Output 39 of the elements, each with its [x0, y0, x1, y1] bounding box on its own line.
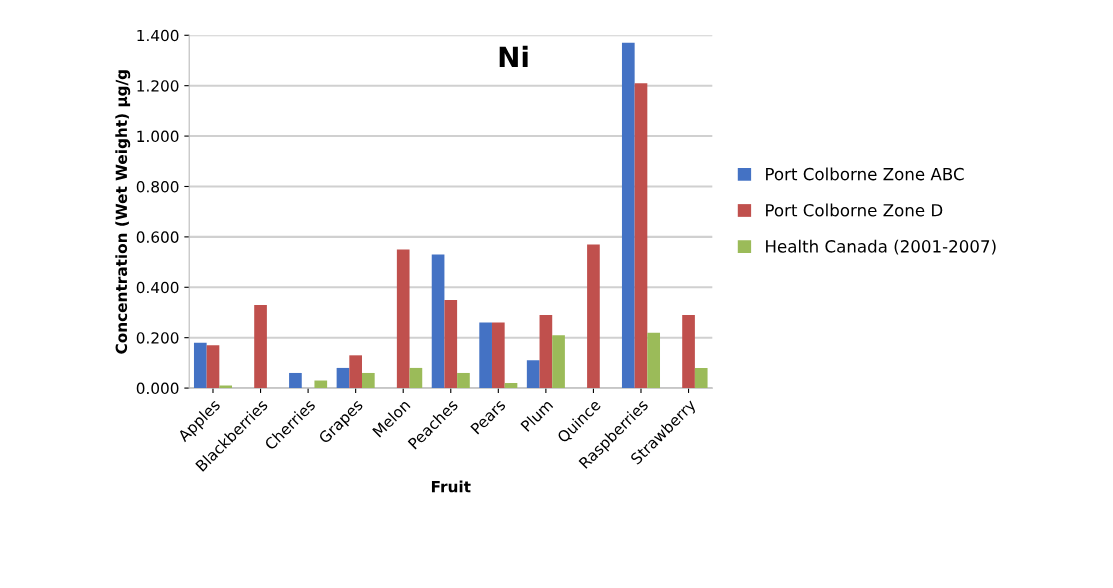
bar: [682, 315, 695, 389]
chart-title: Ni: [499, 45, 528, 67]
y-tick-label: 1.000: [137, 130, 179, 143]
bar: [289, 372, 302, 389]
bar: [254, 304, 267, 389]
bar: [634, 83, 648, 389]
y-axis-title: Concentration (Wet Weight) µg/g: [115, 70, 131, 354]
x-axis-title: Fruit: [431, 480, 471, 493]
y-tick-label: 1.400: [137, 29, 179, 42]
legend-label: Port Colborne Zone ABC: [766, 167, 964, 181]
y-tick-label: 0.800: [136, 180, 179, 193]
bar: [409, 367, 423, 389]
bar: [206, 345, 220, 389]
bar: [539, 315, 553, 389]
bar: [647, 332, 661, 389]
bar: [694, 367, 708, 389]
y-tick-label: 0.200: [136, 332, 179, 344]
y-tick-label: 0.600: [136, 231, 179, 243]
bar: [457, 372, 470, 389]
y-tick-label: 1.200: [137, 80, 179, 92]
bar: [444, 299, 458, 389]
bar: [587, 244, 600, 389]
bar: [621, 42, 635, 389]
bar: [491, 322, 505, 389]
y-tick-label: 0.400: [136, 281, 179, 294]
bar: [552, 335, 565, 389]
bar: [479, 322, 492, 389]
bar: [396, 249, 410, 389]
bar: [193, 342, 207, 389]
bar: [526, 360, 540, 389]
bar: [431, 254, 445, 389]
bar: [336, 367, 350, 389]
legend-label: Health Canada (2001-2007): [766, 239, 996, 255]
bar: [361, 372, 375, 389]
bar: [349, 355, 362, 389]
y-tick-label: 0.000: [136, 382, 179, 395]
bar: [504, 383, 518, 389]
legend-label: Port Colborne Zone D: [766, 203, 943, 217]
bar: [314, 380, 328, 389]
